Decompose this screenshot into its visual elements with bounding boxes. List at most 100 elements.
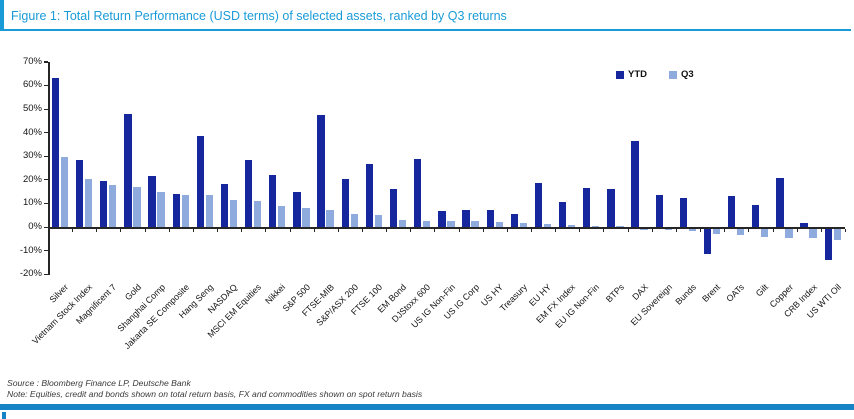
bar-ytd <box>728 196 736 227</box>
bar-ytd <box>172 194 180 227</box>
x-axis-tick <box>168 228 170 232</box>
bar-ytd <box>269 175 277 227</box>
bar-ytd <box>558 201 567 227</box>
x-axis-tick <box>313 228 315 232</box>
x-axis-tick <box>120 228 122 232</box>
y-axis-tick-label: 10% <box>22 197 42 209</box>
bar-ytd <box>438 210 446 227</box>
y-axis-tick-label: 0% <box>28 221 42 232</box>
bar-ytd <box>389 188 398 227</box>
y-axis-tick <box>44 132 48 134</box>
legend-swatch-q3 <box>669 70 677 79</box>
bar-q3 <box>254 201 262 227</box>
bar-ytd <box>534 182 543 227</box>
x-axis-tick <box>579 228 581 232</box>
bar-ytd <box>679 197 688 227</box>
bar-ytd <box>752 205 760 227</box>
bar-ytd <box>414 159 422 227</box>
bar-q3 <box>447 221 455 227</box>
bar-q3 <box>157 192 165 227</box>
legend-item-ytd: YTD <box>616 69 647 80</box>
bar-ytd <box>824 228 832 260</box>
bar-ytd <box>148 175 156 227</box>
bar-q3 <box>543 224 552 227</box>
bar-q3 <box>592 225 600 227</box>
bar-ytd <box>341 178 349 227</box>
source-text: Source : Bloomberg Finance LP, Deutsche … <box>7 378 191 388</box>
y-axis-tick <box>44 179 48 181</box>
y-axis-tick <box>44 250 48 252</box>
x-axis-tick <box>96 228 98 232</box>
x-axis-tick <box>241 228 243 232</box>
bottom-rule <box>0 404 854 410</box>
y-axis-tick-label: 50% <box>22 103 42 114</box>
legend-item-q3: Q3 <box>669 69 694 80</box>
bar-ytd <box>124 113 132 227</box>
bar-q3 <box>398 220 407 227</box>
y-axis-line <box>48 62 50 275</box>
legend-label: Q3 <box>681 69 694 80</box>
x-axis-tick <box>724 228 726 232</box>
x-axis-tick <box>217 228 219 232</box>
y-axis-tick-label: 30% <box>22 150 42 162</box>
y-axis-tick-label: 20% <box>22 173 42 185</box>
bar-ytd <box>462 210 470 227</box>
bar-ytd <box>220 183 229 227</box>
y-axis-tick-label: 70% <box>22 55 42 67</box>
x-axis-tick <box>700 228 702 232</box>
bar-q3 <box>60 157 69 227</box>
bar-q3 <box>302 207 310 227</box>
legend-swatch-ytd <box>616 70 624 79</box>
bar-ytd <box>245 159 253 227</box>
bar-q3 <box>109 185 117 227</box>
bar-ytd <box>510 214 518 227</box>
bar-ytd <box>703 228 712 254</box>
bar-ytd <box>655 194 663 227</box>
bar-q3 <box>809 228 817 239</box>
bar-q3 <box>616 226 624 227</box>
bar-ytd <box>631 141 639 227</box>
bar-ytd <box>800 222 808 227</box>
bar-q3 <box>567 225 576 227</box>
bar-ytd <box>293 191 301 227</box>
bottom-corner-mark <box>2 412 6 419</box>
x-axis-tick <box>845 228 846 232</box>
bar-ytd <box>607 188 615 227</box>
bar-ytd <box>75 159 84 227</box>
x-axis-tick <box>627 228 629 232</box>
figure-title-block: Figure 1: Total Return Performance (USD … <box>0 0 851 31</box>
bar-q3 <box>519 222 527 227</box>
bar-q3 <box>229 200 238 227</box>
x-axis-tick <box>820 228 822 232</box>
chart-legend: YTD Q3 <box>616 69 694 80</box>
bar-q3 <box>133 186 141 227</box>
bar-q3 <box>495 222 503 227</box>
x-axis-tick <box>603 228 605 232</box>
x-axis-tick <box>796 228 798 232</box>
x-axis-tick <box>506 228 508 232</box>
x-axis-line <box>48 227 845 229</box>
x-axis-tick <box>434 228 436 232</box>
bar-q3 <box>350 214 358 227</box>
x-axis-tick <box>337 228 339 232</box>
y-axis-tick <box>44 202 48 205</box>
x-axis-tick <box>386 228 388 232</box>
bar-q3 <box>712 228 721 234</box>
x-axis-tick <box>651 228 653 232</box>
chart-plot-area: 70% 60% 50% 40% 30% 20% 10% 0% -10% -20% <box>20 56 846 279</box>
bar-q3 <box>205 195 213 227</box>
legend-label: YTD <box>628 69 647 80</box>
bar-q3 <box>737 228 745 235</box>
bar-q3 <box>785 228 793 238</box>
x-axis-tick <box>410 228 412 232</box>
bar-q3 <box>688 228 697 231</box>
bar-ytd <box>365 163 374 227</box>
bar-q3 <box>640 228 648 230</box>
x-axis-tick <box>144 228 146 232</box>
bar-q3 <box>664 228 672 231</box>
x-axis-tick <box>748 228 750 232</box>
x-axis-tick <box>675 228 677 232</box>
bar-q3 <box>423 220 431 227</box>
bar-q3 <box>833 228 841 240</box>
